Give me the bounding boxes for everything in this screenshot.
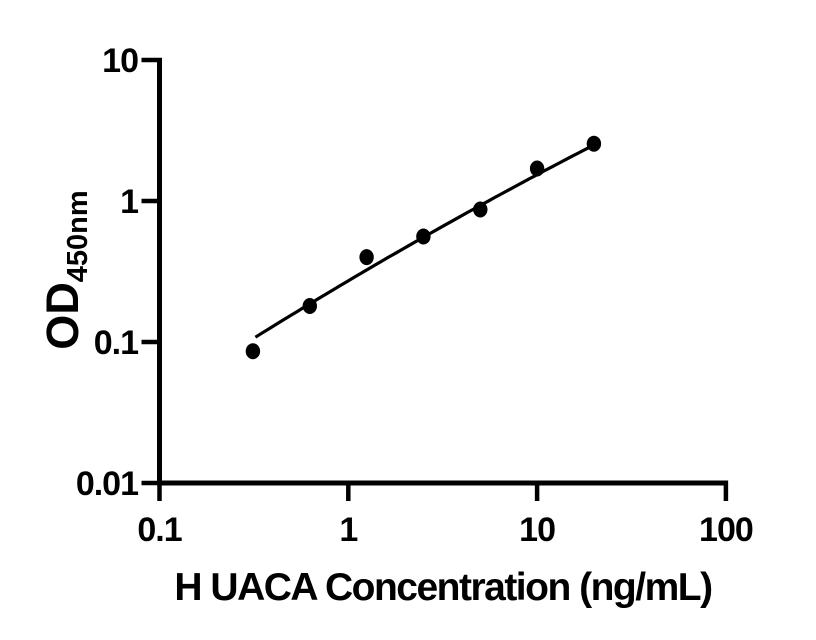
- y-tick-label-10: 10: [102, 42, 138, 80]
- y-axis-title-subscript: 450nm: [62, 190, 94, 282]
- y-axis-title: OD450nm: [37, 190, 94, 349]
- y-tick-label-0.1: 0.1: [94, 324, 138, 362]
- x-tick-label-0.1: 0.1: [137, 511, 181, 549]
- data-point: [586, 135, 602, 152]
- data-point: [473, 201, 488, 218]
- data-points: [245, 135, 602, 360]
- y-tick-labels: 0.01 0.1 1 10: [76, 42, 139, 503]
- data-point: [359, 249, 374, 266]
- data-point: [245, 343, 261, 360]
- data-point: [302, 298, 317, 314]
- y-tick-label-0.01: 0.01: [76, 465, 138, 503]
- data-point: [416, 228, 431, 245]
- x-axis-title: H UACA Concentration (ng/mL): [174, 566, 712, 609]
- data-point: [529, 160, 545, 177]
- y-tick-label-1: 1: [120, 183, 138, 221]
- x-tick-label-1: 1: [339, 511, 357, 549]
- y-axis-title-main: OD: [37, 282, 88, 350]
- x-tick-label-10: 10: [519, 511, 555, 549]
- x-tick-label-100: 100: [699, 511, 753, 549]
- axis-spines: [157, 60, 728, 486]
- x-tick-labels: 0.1 1 10 100: [137, 511, 753, 549]
- x-tick-marks: [157, 480, 729, 501]
